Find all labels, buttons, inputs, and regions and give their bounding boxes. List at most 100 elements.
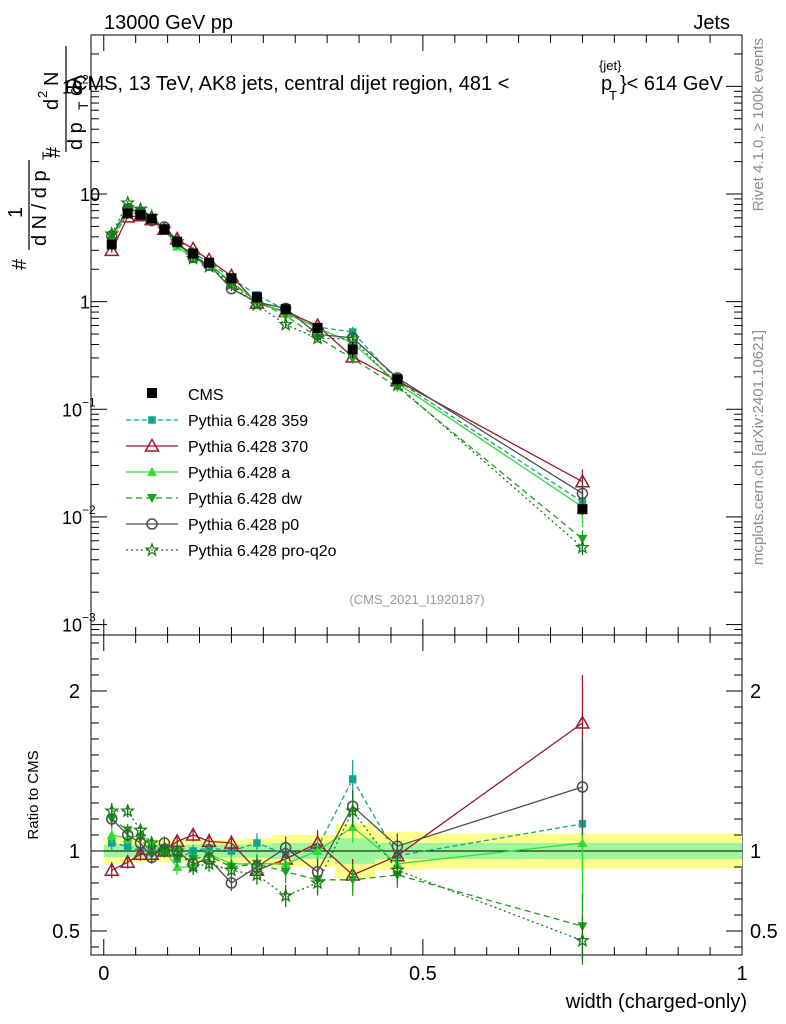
plot-title: CMS, 13 TeV, AK8 jets, central dijet reg… bbox=[73, 58, 724, 103]
series-point-dw bbox=[577, 534, 588, 544]
y-tick-label: 10 bbox=[80, 185, 100, 205]
cms-data-points bbox=[106, 208, 588, 515]
legend-marker-dw bbox=[147, 494, 157, 503]
ratio-point-pro-q2o bbox=[133, 822, 149, 837]
y-label-n: N bbox=[41, 72, 63, 86]
cms-point bbox=[577, 504, 588, 515]
cms-point bbox=[280, 304, 291, 315]
ratio-axes-ticks: 0.5 0.51 12 20 0.5 1 bbox=[52, 635, 778, 985]
y-tick-label: 10 bbox=[62, 616, 82, 636]
series-point-pro-q2o bbox=[278, 316, 294, 332]
y-axis-title: # 1 d N / d p T # d 2 N d p T dλ bbox=[5, 46, 91, 270]
title-main: CMS, 13 TeV, AK8 jets, central dijet reg… bbox=[73, 73, 509, 95]
series-point-pro-q2o bbox=[104, 226, 120, 241]
ratio-point-359 bbox=[253, 839, 261, 847]
ratio-point-pro-q2o bbox=[144, 835, 160, 850]
ratio-point-370 bbox=[574, 714, 591, 729]
rivet-version-label: Rivet 4.1.0, ≥ 100k events bbox=[750, 38, 767, 211]
series-point-pro-q2o bbox=[345, 331, 361, 346]
x-tick-label: 0 bbox=[98, 963, 109, 985]
ratio-point-pro-q2o bbox=[185, 859, 201, 874]
cms-point bbox=[159, 224, 170, 235]
ratio-point-a bbox=[577, 838, 588, 847]
legend-marker-pro-q2o bbox=[144, 542, 160, 557]
ratio-point-p0 bbox=[134, 837, 147, 849]
ratio-point-dw bbox=[172, 855, 183, 864]
ratio-point-pro-q2o bbox=[310, 875, 326, 890]
y-tick-label: 10 bbox=[62, 508, 82, 528]
series-point-pro-q2o bbox=[120, 195, 136, 210]
y-label-dn-dpt: d N / d p bbox=[29, 170, 51, 246]
cms-point bbox=[251, 292, 262, 303]
ratio-point-370 bbox=[103, 862, 120, 876]
legend-marker-a bbox=[147, 467, 157, 476]
ratio-point-pro-q2o bbox=[156, 843, 172, 858]
ratio-point-370 bbox=[223, 834, 240, 849]
source-label: mcplots.cern.ch [arXiv:2401.10621] bbox=[750, 330, 767, 565]
energy-label: 13000 GeV pp bbox=[104, 12, 233, 34]
y-tick-label-exponent: −2 bbox=[82, 503, 96, 517]
ratio-point-pro-q2o bbox=[345, 803, 361, 818]
cms-point bbox=[188, 248, 199, 259]
y-tick-label: 10 bbox=[62, 400, 82, 420]
legend: CMS Pythia 6.428 359 Pythia 6.428 370 Py… bbox=[147, 387, 337, 560]
main-series-group bbox=[103, 195, 591, 556]
title-subscript: T bbox=[609, 88, 617, 103]
ratio-point-pro-q2o bbox=[104, 803, 120, 818]
cms-point bbox=[106, 239, 117, 250]
cms-point bbox=[392, 374, 403, 385]
ratio-series-group bbox=[103, 675, 591, 965]
legend-marker-359 bbox=[148, 416, 156, 424]
y-label-hash-1: # bbox=[9, 258, 31, 270]
y-label-hash-2: # bbox=[43, 146, 65, 158]
ratio-point-p0 bbox=[279, 842, 292, 854]
x-axis-title: width (charged-only) bbox=[565, 991, 747, 1013]
y-tick-label-exponent: 2 bbox=[82, 72, 89, 86]
ratio-point-370 bbox=[185, 826, 201, 841]
series-point-dw bbox=[347, 354, 358, 364]
series-point-370 bbox=[103, 242, 120, 257]
ratio-y-tick-label-left: 2 bbox=[69, 681, 80, 703]
ratio-plot-frame bbox=[90, 634, 743, 956]
ratio-y-tick-label-right: 0.5 bbox=[750, 921, 778, 943]
ratio-point-370 bbox=[132, 846, 149, 860]
ratio-point-a bbox=[312, 846, 323, 855]
ratio-point-pro-q2o bbox=[169, 843, 185, 858]
series-line-359 bbox=[111, 211, 583, 503]
ratio-y-tick-label-right: 1 bbox=[750, 841, 761, 863]
ratio-point-dw bbox=[347, 875, 358, 885]
title-tail: }< 614 GeV bbox=[620, 73, 724, 95]
category-label: Jets bbox=[693, 12, 730, 34]
legend-label-a: Pythia 6.428 a bbox=[188, 465, 290, 482]
series-point-pro-q2o bbox=[310, 330, 326, 345]
ratio-point-pro-q2o bbox=[201, 855, 217, 871]
legend-label-p0: Pythia 6.428 p0 bbox=[188, 517, 299, 534]
ratio-point-a bbox=[106, 830, 117, 839]
ratio-point-pro-q2o bbox=[249, 867, 265, 882]
series-line-dw bbox=[111, 206, 583, 540]
series-line-a bbox=[111, 209, 583, 508]
legend-label-370: Pythia 6.428 370 bbox=[188, 439, 308, 456]
ratio-point-p0 bbox=[121, 829, 134, 841]
ratio-y-tick-label-right: 2 bbox=[750, 681, 761, 703]
ratio-point-pro-q2o bbox=[120, 803, 136, 818]
y-label-sub-t-2: T bbox=[75, 101, 91, 110]
cms-point bbox=[312, 322, 323, 333]
y-label-dlambda: dλ bbox=[65, 75, 87, 96]
series-point-pro-q2o bbox=[249, 296, 265, 312]
cms-point bbox=[204, 257, 215, 268]
ratio-axis-title: Ratio to CMS bbox=[25, 750, 42, 839]
cms-point bbox=[135, 209, 146, 220]
ratio-point-370 bbox=[119, 854, 136, 868]
y-tick-label-exponent: −1 bbox=[82, 395, 96, 409]
ratio-y-tick-label-left: 0.5 bbox=[52, 921, 80, 943]
y-tick-label: 1 bbox=[80, 293, 90, 313]
legend-marker-370 bbox=[144, 437, 160, 452]
y-label-one: 1 bbox=[5, 207, 27, 218]
ratio-point-pro-q2o bbox=[574, 932, 590, 948]
legend-label-dw: Pythia 6.428 dw bbox=[188, 491, 302, 508]
ratio-point-pro-q2o bbox=[389, 862, 405, 877]
legend-marker-p0 bbox=[146, 518, 158, 530]
